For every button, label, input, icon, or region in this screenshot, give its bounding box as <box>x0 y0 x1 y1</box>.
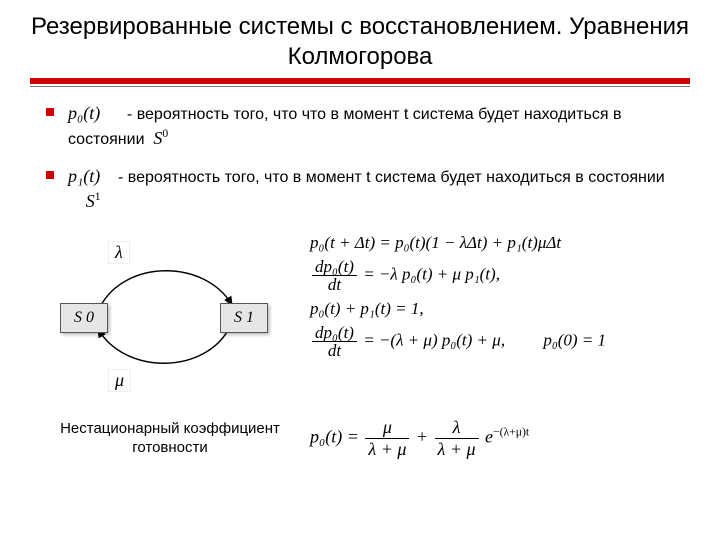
bottom-caption: Нестационарный коэффициент готовности <box>30 420 310 458</box>
rate-lambda: λ <box>108 241 130 264</box>
bullet-item: p₁(t) - вероятность того, что в момент t… <box>46 164 690 213</box>
prob-p1: p₁(t) <box>68 166 100 186</box>
eq-3: p₀(t) + p₁(t) = 1, <box>310 300 690 317</box>
prob-p0: p₀(t) <box>68 103 100 123</box>
eq-2: dp₀(t) dt = −λ p₀(t) + μ p₁(t), <box>310 258 690 293</box>
state-diagram: λ S 0 S 1 μ <box>30 227 310 407</box>
bullet-item: p₀(t) - вероятность того, что что в моме… <box>46 101 690 150</box>
eq-4: dp₀(t) dt = −(λ + μ) p₀(t) + μ, p₀(0) = … <box>310 324 690 359</box>
page-title: Резервированные системы с восстановление… <box>30 12 690 72</box>
state-node-0: S 0 <box>60 303 108 333</box>
eq-readiness: p₀(t) = μ λ + μ + λ λ + μ e−(λ+μ)t <box>310 417 690 460</box>
state-s1: S1 <box>86 191 101 211</box>
bullet-marker <box>46 108 54 116</box>
bullet-text-0: - вероятность того, что что в момент t с… <box>68 106 622 148</box>
bullet-marker <box>46 171 54 179</box>
equation-block: p₀(t + Δt) = p₀(t)(1 − λΔt) + p₁(t)μΔt d… <box>310 227 690 366</box>
bullet-text-1: - вероятность того, что в момент t систе… <box>118 169 665 186</box>
state-node-1: S 1 <box>220 303 268 333</box>
state-s0: S0 <box>153 128 168 148</box>
rate-mu: μ <box>108 369 131 392</box>
title-underline <box>30 78 690 87</box>
eq-1: p₀(t + Δt) = p₀(t)(1 − λΔt) + p₁(t)μΔt <box>310 234 690 251</box>
